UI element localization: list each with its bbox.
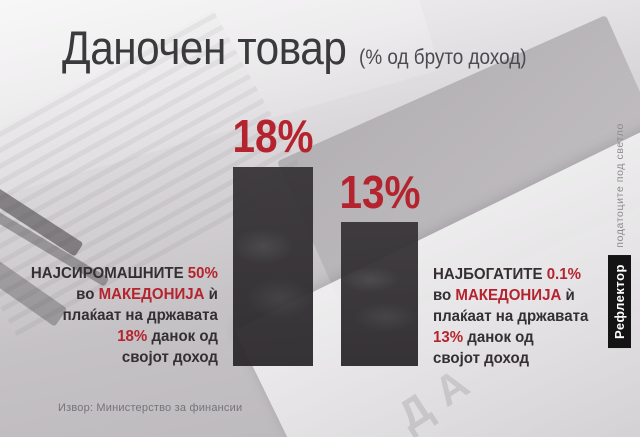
- accent-value: 50%: [183, 265, 218, 282]
- brand-tagline: податоците под светло: [613, 123, 626, 248]
- bar-poorest: [233, 167, 313, 366]
- bar-value-label-richest: 13%: [339, 166, 421, 218]
- annotation-line: 13% данок од: [433, 329, 534, 346]
- annotation-line: во МАКЕДОНИЈА ѝ: [433, 287, 575, 304]
- annotation-line: својот доход: [433, 350, 530, 367]
- accent-country: МАКЕДОНИЈА: [455, 287, 562, 304]
- bar-value-label-poorest: 18%: [232, 110, 314, 162]
- accent-value: 0.1%: [542, 266, 581, 283]
- brand-badge: Рефлектор: [608, 254, 631, 348]
- accent-percent: 18%: [117, 328, 148, 345]
- annotation-line: својот доход: [121, 349, 218, 366]
- page-title: Даночен товар: [62, 21, 347, 74]
- annotation-line: НАЈБОГАТИТЕ 0.1%: [433, 266, 581, 283]
- source-note: Извор: Министерство за финансии: [58, 402, 243, 414]
- page-subtitle: (% од бруто доход): [359, 46, 527, 69]
- bar-richest: [341, 222, 418, 366]
- annotation-poorest: НАЈСИРОМАШНИТЕ 50% во МАКЕДОНИЈА ѝ плаќа…: [31, 263, 218, 368]
- annotation-line: 18% данок од: [117, 328, 218, 345]
- accent-percent: 13%: [433, 329, 464, 346]
- banknote-photo-texture: [0, 183, 84, 257]
- annotation-line: во МАКЕДОНИЈА ѝ: [76, 286, 218, 303]
- annotation-line: НАЈСИРОМАШНИТЕ 50%: [31, 265, 218, 282]
- accent-country: МАКЕДОНИЈА: [98, 286, 205, 303]
- annotation-line: плаќаат на државата: [433, 308, 589, 325]
- chart-title-row: Даночен товар (% од бруто доход): [62, 20, 527, 75]
- annotation-line: плаќаат на државата: [62, 307, 218, 324]
- annotation-richest: НАЈБОГАТИТЕ 0.1% во МАКЕДОНИЈА ѝ плаќаат…: [433, 264, 588, 369]
- brand-column: податоците под светло Рефлектор: [608, 123, 631, 348]
